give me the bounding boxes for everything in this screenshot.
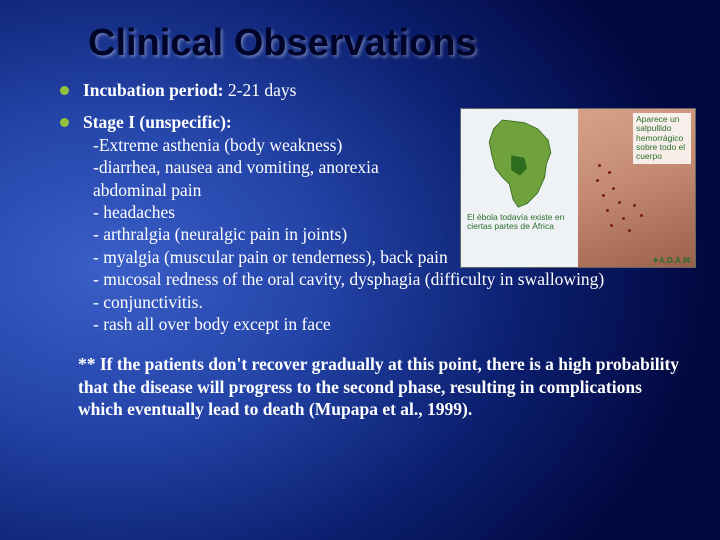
figure-watermark: ✦A.D.A.M. (652, 256, 692, 265)
figure-left-caption: El ébola todavía existe en ciertas parte… (461, 213, 578, 232)
rash-dot-icon (608, 171, 611, 174)
incubation-value: 2-21 days (224, 80, 297, 100)
figure-right-caption: Aparece un salpullido hemorrágico sobre … (633, 113, 691, 164)
bullet-text: Incubation period: 2-21 days (83, 79, 690, 101)
embedded-figure: El ébola todavía existe en ciertas parte… (460, 108, 696, 268)
bullet-icon (60, 118, 69, 127)
stage-line: abdominal pain (83, 179, 473, 201)
figure-left-panel: El ébola todavía existe en ciertas parte… (461, 109, 578, 267)
footnote: ** If the patients don't recover gradual… (0, 345, 720, 420)
rash-dot-icon (606, 209, 609, 212)
rash-dot-icon (598, 164, 601, 167)
stage-line: - conjunctivitis. (83, 291, 643, 313)
rash-dot-icon (612, 187, 615, 190)
stage-line: - mucosal redness of the oral cavity, dy… (83, 268, 643, 290)
bullet-icon (60, 86, 69, 95)
stage-line: - arthralgia (neuralgic pain in joints) (83, 223, 473, 245)
stage-line: -Extreme asthenia (body weakness) (83, 134, 473, 156)
rash-dot-icon (628, 229, 631, 232)
rash-dot-icon (618, 201, 621, 204)
stage-line: - rash all over body except in face (83, 313, 643, 335)
stage-line: -diarrhea, nausea and vomiting, anorexia (83, 156, 473, 178)
incubation-label: Incubation period: (83, 80, 224, 100)
slide-title: Clinical Observations (0, 0, 720, 71)
africa-map-icon (476, 115, 564, 213)
stage-line: - headaches (83, 201, 473, 223)
rash-dot-icon (633, 204, 636, 207)
rash-dot-icon (640, 214, 643, 217)
rash-dot-icon (610, 224, 613, 227)
figure-right-panel: Aparece un salpullido hemorrágico sobre … (578, 109, 695, 267)
rash-dot-icon (596, 179, 599, 182)
rash-dot-icon (622, 217, 625, 220)
bullet-incubation: Incubation period: 2-21 days (60, 79, 690, 101)
rash-dot-icon (602, 194, 605, 197)
